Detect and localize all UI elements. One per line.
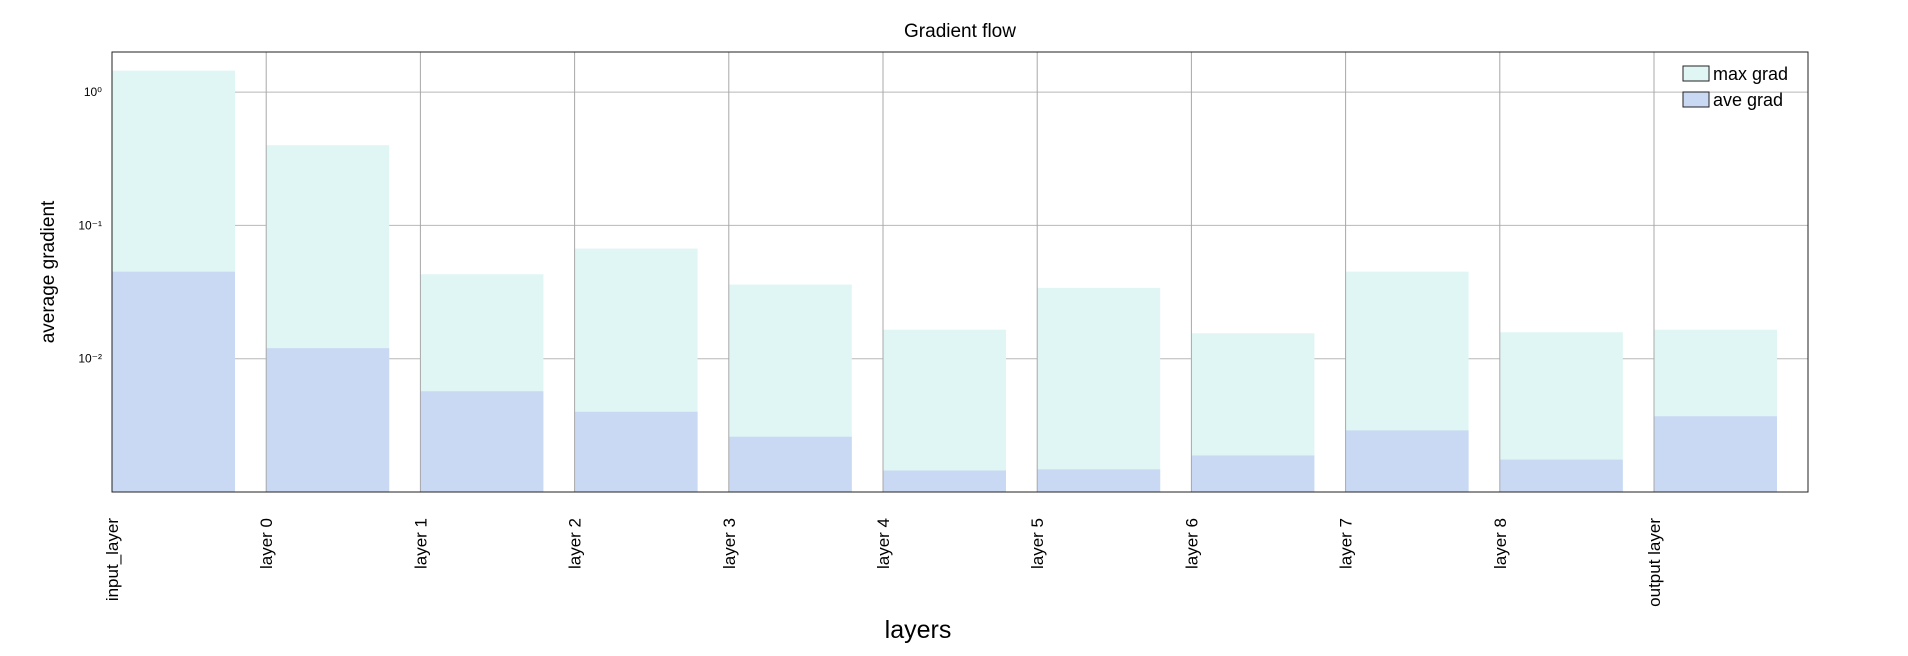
x-tick-label: layer 1 bbox=[411, 518, 430, 569]
y-axis-label: average gradient bbox=[38, 200, 59, 343]
x-tick-label: layer 8 bbox=[1491, 518, 1510, 569]
ave-grad-bar bbox=[1345, 430, 1469, 492]
x-tick-label: input_layer bbox=[103, 518, 122, 602]
bars bbox=[112, 70, 1777, 493]
y-tick-label: 10⁻¹ bbox=[78, 218, 102, 232]
x-tick-label: layer 7 bbox=[1337, 518, 1356, 569]
x-axis-label: layers bbox=[885, 616, 952, 644]
ave-grad-bar bbox=[1654, 416, 1777, 492]
ave-grad-bar bbox=[1191, 455, 1315, 492]
ave-grad-bar bbox=[1037, 469, 1161, 492]
max-grad-bar bbox=[883, 329, 1006, 492]
legend: max grad ave grad bbox=[1682, 64, 1788, 110]
x-tick-label: layer 4 bbox=[874, 518, 893, 569]
x-tick-label: layer 6 bbox=[1182, 518, 1201, 569]
max-grad-bar bbox=[1037, 287, 1161, 492]
legend-label: ave grad bbox=[1713, 90, 1783, 110]
x-tick-label: output layer bbox=[1645, 518, 1664, 607]
x-tick-labels: input_layer layer 0 layer 1 layer 2 layer 3 l… bbox=[103, 518, 1664, 607]
ave-grad-bar bbox=[112, 271, 235, 492]
legend-label: max grad bbox=[1713, 64, 1788, 84]
ave-grad-bar bbox=[420, 391, 544, 492]
x-tick-label: layer 5 bbox=[1028, 518, 1047, 569]
y-tick-labels: 10⁰ 10⁻¹ 10⁻² bbox=[78, 85, 102, 366]
ave-grad-bar bbox=[883, 470, 1006, 492]
x-tick-label: layer 0 bbox=[257, 518, 276, 569]
ave-grad-bar bbox=[728, 436, 852, 492]
ave-grad-bar bbox=[266, 348, 390, 492]
ave-grad-bar bbox=[1499, 459, 1623, 492]
plot-frame bbox=[111, 51, 1809, 493]
chart-title: Gradient flow bbox=[904, 21, 1016, 42]
legend-swatch bbox=[1682, 91, 1710, 108]
x-tick-label: layer 2 bbox=[566, 518, 585, 569]
y-tick-label: 10⁻² bbox=[78, 352, 102, 366]
x-tick-label: layer 3 bbox=[720, 518, 739, 569]
legend-swatch bbox=[1682, 65, 1710, 82]
ave-grad-bar bbox=[574, 411, 698, 492]
y-tick-label: 10⁰ bbox=[84, 85, 102, 99]
